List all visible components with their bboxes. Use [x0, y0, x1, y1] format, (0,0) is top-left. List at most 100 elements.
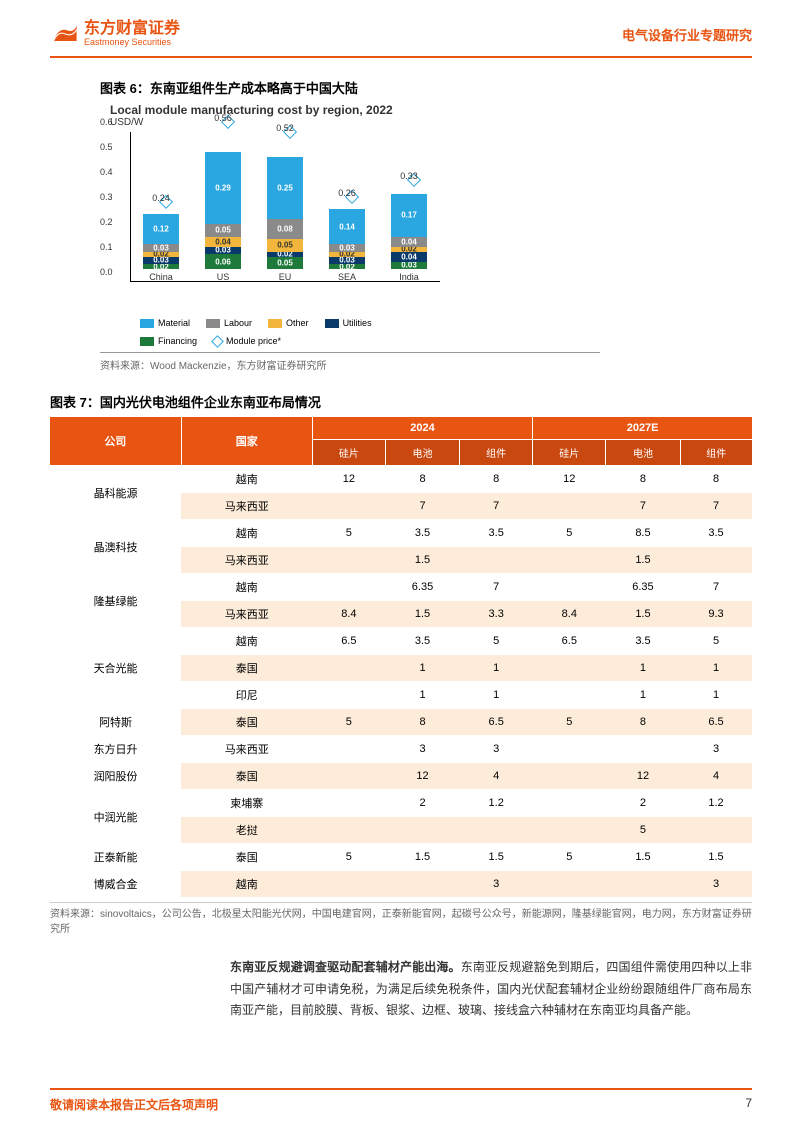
legend-diamond [211, 335, 224, 348]
table-subheader: 硅片 [533, 440, 606, 466]
legend-item: Financing [140, 336, 197, 346]
table-cell: 3 [460, 736, 533, 763]
legend-swatch [268, 319, 282, 328]
table-row: 润阳股份泰国124124 [50, 763, 752, 790]
module-price-label: 0.56 [214, 113, 232, 123]
x-label: China [149, 272, 173, 282]
table-cell: 3 [680, 871, 752, 898]
table-cell: 1.5 [606, 601, 680, 628]
table-cell [533, 493, 606, 520]
table-cell [606, 736, 680, 763]
table-subheader: 组件 [680, 440, 752, 466]
page-number: 7 [745, 1096, 752, 1113]
table-cell [312, 574, 385, 601]
ytick: 0.2 [100, 217, 113, 227]
bar-value-label: 0.29 [215, 183, 231, 192]
table-cell: 1.5 [606, 547, 680, 574]
page-header: 东方财富证券 Eastmoney Securities 电气设备行业专题研究 [50, 20, 752, 58]
table-cell [680, 817, 752, 844]
table-cell [533, 817, 606, 844]
table-cell: 12 [533, 466, 606, 493]
bar-segment: 0.14 [329, 209, 365, 244]
table-cell: 8.4 [533, 601, 606, 628]
table-cell [533, 574, 606, 601]
table-cell: 3.5 [606, 628, 680, 655]
legend-item: Labour [206, 318, 252, 328]
legend-item: Module price* [213, 336, 281, 346]
bar-segment: 0.02 [143, 264, 179, 269]
bar-value-label: 0.17 [401, 211, 417, 220]
table-cell: 6.35 [606, 574, 680, 601]
table-cell: 1.5 [385, 844, 459, 871]
table-cell: 5 [312, 520, 385, 547]
table-cell-company: 正泰新能 [50, 844, 181, 871]
bar-value-label: 0.05 [277, 241, 293, 250]
legend-label: Financing [158, 336, 197, 346]
chart-title: Local module manufacturing cost by regio… [110, 103, 752, 117]
table-cell: 5 [533, 844, 606, 871]
table-cell: 6.5 [460, 709, 533, 736]
legend-item: Material [140, 318, 190, 328]
table-cell: 3 [460, 871, 533, 898]
bar-group: 0.020.030.020.030.120.24 [136, 214, 186, 269]
table-cell: 6.5 [533, 628, 606, 655]
table-header: 2024 [312, 417, 532, 440]
table-cell: 1 [460, 655, 533, 682]
table-cell [312, 871, 385, 898]
bar-stack: 0.020.030.020.030.14 [329, 209, 365, 269]
bar-group: 0.060.030.040.050.290.56 [198, 152, 248, 270]
table-cell-country: 越南 [181, 520, 312, 547]
table-cell: 2 [385, 790, 459, 817]
table-cell [385, 871, 459, 898]
table-cell-company: 天合光能 [50, 628, 181, 709]
table-cell: 5 [680, 628, 752, 655]
chart-subtitle: USD/W [110, 117, 752, 128]
table-cell: 8 [606, 709, 680, 736]
table-cell [533, 655, 606, 682]
fig6-chart: Local module manufacturing cost by regio… [100, 103, 752, 346]
bar-group: 0.050.020.050.080.250.52 [260, 157, 310, 270]
table-cell-company: 东方日升 [50, 736, 181, 763]
table-cell-country: 马来西亚 [181, 736, 312, 763]
bar-segment: 0.03 [329, 257, 365, 265]
bar-segment: 0.03 [143, 257, 179, 265]
bar-value-label: 0.05 [277, 258, 293, 267]
table-cell [312, 736, 385, 763]
legend-swatch [140, 319, 154, 328]
table-cell [312, 547, 385, 574]
table-cell-company: 隆基绿能 [50, 574, 181, 628]
table-cell-country: 泰国 [181, 709, 312, 736]
bar-segment: 0.29 [205, 152, 241, 225]
table-row: 正泰新能泰国51.51.551.51.5 [50, 844, 752, 871]
table-cell-company: 阿特斯 [50, 709, 181, 736]
fig6-source: 资料来源：Wood Mackenzie，东方财富证券研究所 [100, 352, 600, 372]
table-cell [680, 547, 752, 574]
table-cell: 1.2 [680, 790, 752, 817]
table-cell [312, 763, 385, 790]
table-cell: 8 [606, 466, 680, 493]
bar-value-label: 0.03 [153, 256, 169, 265]
table-cell: 3.5 [460, 520, 533, 547]
table-subheader: 硅片 [312, 440, 385, 466]
table-cell [460, 547, 533, 574]
bar-stack: 0.020.030.020.030.12 [143, 214, 179, 269]
table-row: 隆基绿能越南6.3576.357 [50, 574, 752, 601]
table-cell [606, 871, 680, 898]
table-cell: 5 [606, 817, 680, 844]
legend-swatch [140, 337, 154, 346]
bar-value-label: 0.04 [401, 252, 417, 261]
table-cell: 1 [385, 655, 459, 682]
bar-segment: 0.02 [267, 252, 303, 257]
bar-value-label: 0.03 [401, 261, 417, 270]
table-cell: 12 [385, 763, 459, 790]
table-row: 中润光能柬埔寨21.221.2 [50, 790, 752, 817]
table-cell: 7 [385, 493, 459, 520]
table-cell-company: 润阳股份 [50, 763, 181, 790]
table-cell-country: 老挝 [181, 817, 312, 844]
table-cell: 5 [460, 628, 533, 655]
table-row: 阿特斯泰国586.5586.5 [50, 709, 752, 736]
logo-text-cn: 东方财富证券 [84, 20, 180, 38]
table-cell: 1 [606, 682, 680, 709]
bar-segment: 0.04 [205, 237, 241, 247]
table-cell: 8 [385, 709, 459, 736]
